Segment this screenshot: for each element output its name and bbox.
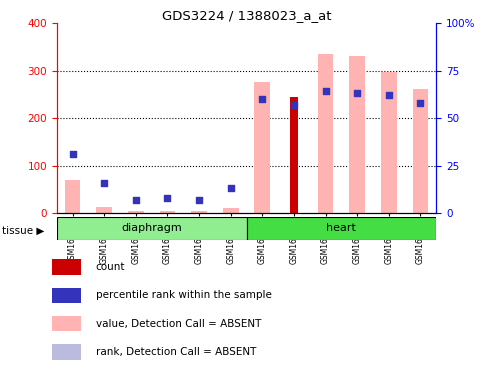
- Point: [69, 151, 76, 157]
- Point: [417, 100, 424, 106]
- Title: GDS3224 / 1388023_a_at: GDS3224 / 1388023_a_at: [162, 9, 331, 22]
- Point: [227, 185, 235, 192]
- Bar: [350, 56, 365, 213]
- Bar: [52, 288, 81, 303]
- Bar: [96, 207, 112, 213]
- Bar: [413, 89, 428, 213]
- Bar: [191, 211, 207, 213]
- Bar: [246, 217, 436, 240]
- Bar: [57, 217, 246, 240]
- Point: [100, 180, 108, 186]
- Bar: [160, 211, 176, 213]
- Bar: [52, 344, 81, 359]
- Bar: [254, 83, 270, 213]
- Point: [164, 195, 172, 201]
- Text: diaphragm: diaphragm: [121, 223, 182, 233]
- Text: tissue ▶: tissue ▶: [2, 225, 45, 235]
- Point: [290, 102, 298, 108]
- Text: count: count: [96, 262, 125, 272]
- Point: [132, 197, 140, 203]
- Text: value, Detection Call = ABSENT: value, Detection Call = ABSENT: [96, 319, 261, 329]
- Text: percentile rank within the sample: percentile rank within the sample: [96, 290, 272, 300]
- Bar: [381, 71, 397, 213]
- Bar: [65, 180, 80, 213]
- Point: [258, 96, 266, 102]
- Point: [385, 92, 393, 98]
- Point: [195, 197, 203, 203]
- Bar: [223, 209, 239, 213]
- Point: [321, 88, 329, 94]
- Bar: [52, 259, 81, 275]
- Bar: [289, 97, 298, 213]
- Text: heart: heart: [326, 223, 356, 233]
- Text: rank, Detection Call = ABSENT: rank, Detection Call = ABSENT: [96, 347, 256, 357]
- Point: [353, 90, 361, 96]
- Bar: [317, 54, 333, 213]
- Bar: [128, 211, 143, 213]
- Bar: [52, 316, 81, 331]
